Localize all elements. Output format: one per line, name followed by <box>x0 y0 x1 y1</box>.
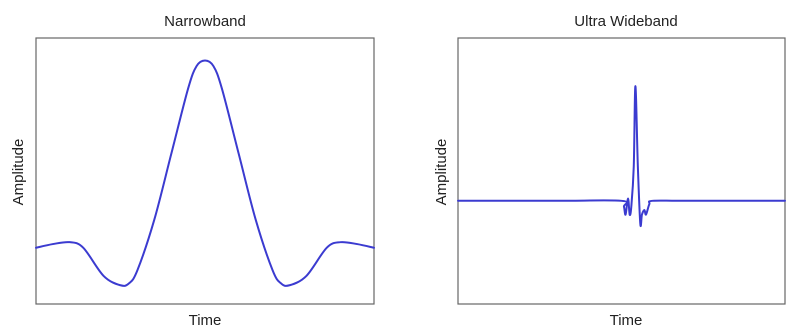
ultra-wideband-plot-frame <box>457 37 786 305</box>
ultra-wideband-series-line-0 <box>457 85 786 228</box>
ultra-wideband-chart-title: Ultra Wideband <box>574 13 677 30</box>
ultra-wideband-y-axis-label: Amplitude <box>433 139 450 206</box>
narrowband-plot-frame <box>35 37 375 305</box>
narrowband-series-line-0 <box>35 59 375 287</box>
narrowband-chart-title: Narrowband <box>164 13 246 30</box>
narrowband-series-group <box>35 59 375 287</box>
narrowband-x-axis-label: Time <box>189 312 222 329</box>
narrowband-y-axis-label: Amplitude <box>10 139 27 206</box>
narrowband-chart: Narrowband Time Amplitude <box>10 13 375 329</box>
ultra-wideband-series-group <box>457 85 786 228</box>
ultra-wideband-x-axis-label: Time <box>610 312 643 329</box>
ultra-wideband-chart: Ultra Wideband Time Amplitude <box>433 13 786 329</box>
